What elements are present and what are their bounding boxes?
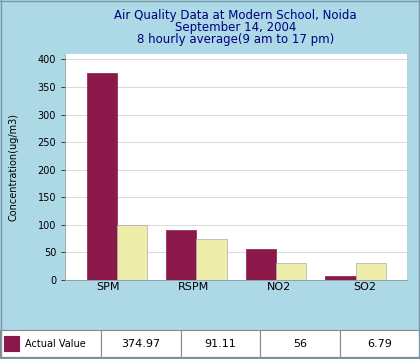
Text: 91.11: 91.11: [205, 339, 236, 349]
Text: NO2: NO2: [267, 282, 291, 292]
Text: 56: 56: [293, 339, 307, 349]
Text: 374.97: 374.97: [121, 339, 160, 349]
Text: SO2: SO2: [353, 282, 376, 292]
Text: September 14, 2004: September 14, 2004: [175, 21, 296, 34]
Bar: [4, 336, 19, 351]
Text: 6.79: 6.79: [368, 339, 393, 349]
Bar: [87, 73, 117, 280]
Bar: [166, 230, 197, 280]
Text: RSPM: RSPM: [178, 282, 209, 292]
Text: SPM: SPM: [96, 282, 120, 292]
Bar: [340, 357, 420, 359]
Text: Actual Value: Actual Value: [25, 339, 86, 349]
Text: 8 hourly average(9 am to 17 pm): 8 hourly average(9 am to 17 pm): [136, 33, 334, 46]
Bar: [181, 357, 260, 359]
Bar: [117, 225, 147, 280]
Bar: [246, 249, 276, 280]
Bar: [101, 357, 181, 359]
Bar: [340, 330, 420, 357]
Bar: [260, 330, 340, 357]
Bar: [0, 357, 101, 359]
Bar: [260, 357, 340, 359]
Bar: [276, 264, 306, 280]
Bar: [101, 330, 181, 357]
Y-axis label: Concentration(ug/m3): Concentration(ug/m3): [9, 113, 19, 221]
Bar: [326, 276, 356, 280]
Bar: [197, 239, 227, 280]
Bar: [0, 330, 101, 357]
Text: Air Quality Data at Modern School, Noida: Air Quality Data at Modern School, Noida: [114, 9, 357, 22]
Bar: [356, 264, 386, 280]
Bar: [181, 330, 260, 357]
